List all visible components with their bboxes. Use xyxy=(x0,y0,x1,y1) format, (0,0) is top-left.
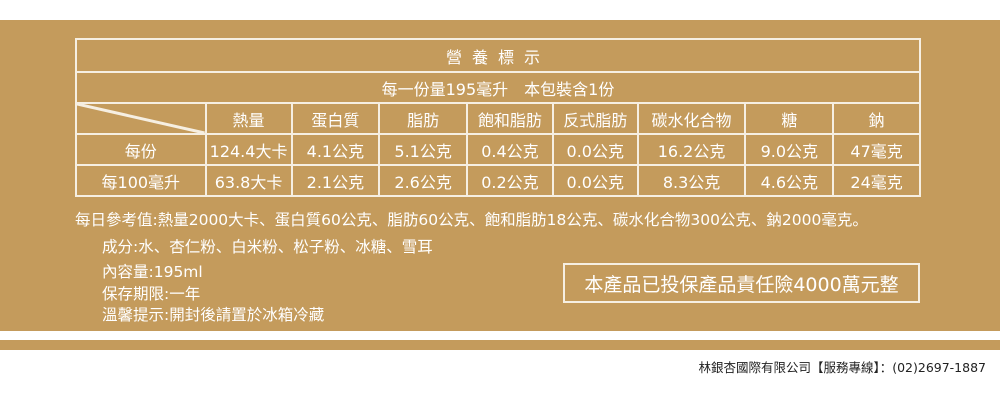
cell: 0.0公克 xyxy=(551,164,639,197)
header-trans-fat: 反式脂肪 xyxy=(551,102,639,135)
gold-divider-bar xyxy=(0,340,1000,350)
header-calories: 熱量 xyxy=(204,102,293,135)
cell: 16.2公克 xyxy=(636,133,747,166)
ingredients: 成分:水、杏仁粉、白米粉、松子粉、冰糖、雪耳 xyxy=(102,238,433,256)
header-sodium: 鈉 xyxy=(832,102,921,135)
company-contact: 林銀杏國際有限公司【服務專線】：(02)2697-1887 xyxy=(698,360,986,375)
table-row: 每份 124.4大卡 4.1公克 5.1公克 0.4公克 0.0公克 16.2公… xyxy=(75,133,921,166)
cell: 63.8大卡 xyxy=(204,164,293,197)
nutrition-table: 營養標示 每一份量195毫升 本包裝含1份 熱量 蛋白質 脂肪 飽和脂肪 反式脂… xyxy=(75,38,921,197)
diagonal-corner-cell xyxy=(75,102,207,135)
table-row: 每100毫升 63.8大卡 2.1公克 2.6公克 0.2公克 0.0公克 8.… xyxy=(75,164,921,197)
shelf-life: 保存期限:一年 xyxy=(102,285,201,303)
table-title: 營養標示 xyxy=(75,38,921,73)
header-carbohydrate: 碳水化合物 xyxy=(636,102,747,135)
cell: 24毫克 xyxy=(832,164,921,197)
cell: 2.1公克 xyxy=(290,164,381,197)
header-fat: 脂肪 xyxy=(378,102,469,135)
cell: 4.1公克 xyxy=(290,133,381,166)
cell: 0.0公克 xyxy=(551,133,639,166)
cell: 124.4大卡 xyxy=(204,133,293,166)
header-saturated-fat: 飽和脂肪 xyxy=(466,102,554,135)
insurance-notice: 本產品已投保產品責任險4000萬元整 xyxy=(563,263,920,303)
cell: 0.2公克 xyxy=(466,164,554,197)
cell: 9.0公克 xyxy=(744,133,835,166)
header-row: 熱量 蛋白質 脂肪 飽和脂肪 反式脂肪 碳水化合物 糖 鈉 xyxy=(75,102,921,135)
header-protein: 蛋白質 xyxy=(290,102,381,135)
row-label: 每份 xyxy=(75,133,207,166)
cell: 2.6公克 xyxy=(378,164,469,197)
row-label: 每100毫升 xyxy=(75,164,207,197)
cell: 4.6公克 xyxy=(744,164,835,197)
cell: 47毫克 xyxy=(832,133,921,166)
serving-info: 每一份量195毫升 本包裝含1份 xyxy=(75,71,921,104)
cell: 5.1公克 xyxy=(378,133,469,166)
volume: 內容量:195ml xyxy=(102,263,203,281)
header-sugar: 糖 xyxy=(744,102,835,135)
cell: 8.3公克 xyxy=(636,164,747,197)
storage-tip: 溫馨提示:開封後請置於冰箱冷藏 xyxy=(102,306,325,324)
daily-reference: 每日參考值:熱量2000大卡、蛋白質60公克、脂肪60公克、飽和脂肪18公克、碳… xyxy=(75,211,868,229)
cell: 0.4公克 xyxy=(466,133,554,166)
